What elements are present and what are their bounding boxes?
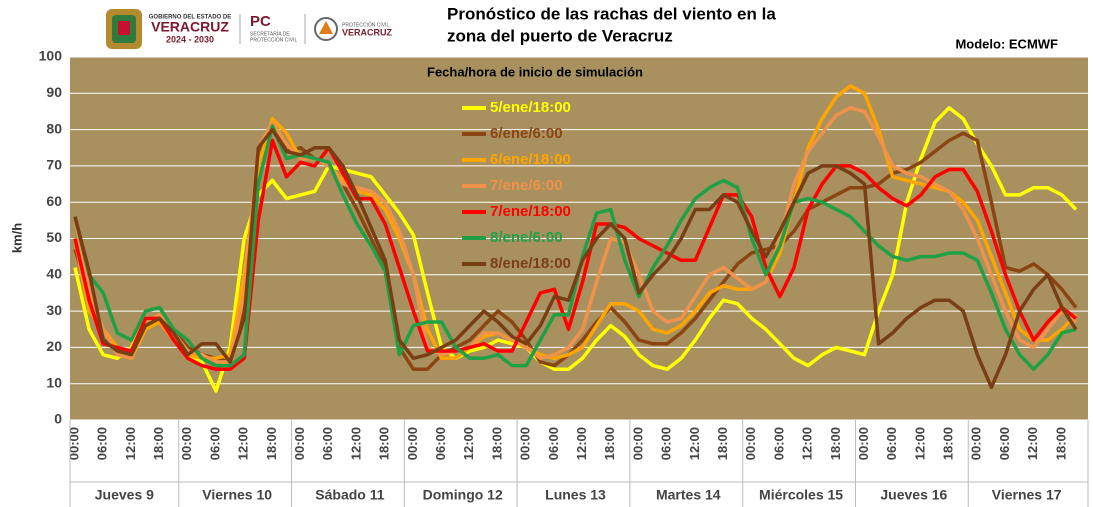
logo-text: GOBIERNO DEL ESTADO DE xyxy=(149,15,231,21)
day-label: Viernes 17 xyxy=(992,487,1062,503)
logo-text: SECRETARÍA DE xyxy=(250,30,290,37)
x-tick-label: 18:00 xyxy=(602,427,617,460)
chart-title: Pronóstico de las rachas del viento en l… xyxy=(447,4,776,23)
series-line xyxy=(73,106,1078,364)
model-label: Modelo: ECMWF xyxy=(955,36,1058,51)
x-tick-label: 00:00 xyxy=(743,427,758,460)
series-line xyxy=(73,120,1078,371)
legend-label: 8/ene/6:00 xyxy=(490,229,563,246)
x-tick-label: 18:00 xyxy=(941,427,956,460)
series-line xyxy=(73,127,1078,390)
x-tick-label: 18:00 xyxy=(264,427,279,460)
logo-text: PROTECCIÓN CIVIL xyxy=(250,36,297,43)
x-tick-label: 00:00 xyxy=(630,427,645,460)
day-label: Lunes 13 xyxy=(545,487,606,503)
legend-label: 7/ene/18:00 xyxy=(490,203,571,220)
logo-text: 2024 - 2030 xyxy=(166,34,214,44)
y-tick-label: 30 xyxy=(46,302,62,318)
y-tick-label: 90 xyxy=(46,84,62,100)
series-line xyxy=(73,138,1078,371)
legend-label: 8/ene/18:00 xyxy=(490,255,571,272)
x-tick-label: 00:00 xyxy=(405,427,420,460)
x-tick-label: 12:00 xyxy=(1025,427,1040,460)
y-tick-label: 20 xyxy=(46,338,62,354)
y-tick-label: 60 xyxy=(46,193,62,209)
pc-emblem xyxy=(314,17,338,41)
y-tick-label: 80 xyxy=(46,120,62,136)
x-tick-label: 06:00 xyxy=(884,427,899,460)
x-tick-label: 00:00 xyxy=(292,427,307,460)
x-tick-label: 06:00 xyxy=(207,427,222,460)
x-tick-label: 00:00 xyxy=(969,427,984,460)
x-tick-label: 00:00 xyxy=(66,427,81,460)
x-tick-label: 18:00 xyxy=(377,427,392,460)
x-tick-label: 18:00 xyxy=(489,427,504,460)
day-label: Jueves 9 xyxy=(95,487,154,503)
logo-text: PC xyxy=(250,13,271,30)
x-tick-label: 12:00 xyxy=(574,427,589,460)
x-tick-label: 18:00 xyxy=(828,427,843,460)
logo-text: VERACRUZ xyxy=(342,27,393,37)
legend-title: Fecha/hora de inicio de simulación xyxy=(427,64,643,79)
x-tick-label: 06:00 xyxy=(546,427,561,460)
day-label: Domingo 12 xyxy=(423,487,503,503)
x-tick-label: 12:00 xyxy=(687,427,702,460)
y-tick-label: 50 xyxy=(46,229,62,245)
x-tick-label: 12:00 xyxy=(236,427,251,460)
logo-text: PROTECCIÓN CIVIL xyxy=(342,21,389,28)
x-tick-label: 06:00 xyxy=(433,427,448,460)
x-tick-label: 12:00 xyxy=(461,427,476,460)
chart-title: zona del puerto de Veracruz xyxy=(447,26,673,45)
state-logo xyxy=(106,9,142,49)
x-tick-label: 18:00 xyxy=(715,427,730,460)
x-tick-label: 06:00 xyxy=(659,427,674,460)
logo-text: VERACRUZ xyxy=(151,19,229,35)
day-label: Martes 14 xyxy=(656,487,721,503)
legend-label: 5/ene/18:00 xyxy=(490,99,571,116)
legend-label: 6/ene/6:00 xyxy=(490,125,563,142)
series-line xyxy=(73,124,1077,371)
day-label: Jueves 16 xyxy=(880,487,947,503)
coat-of-arms-center xyxy=(118,21,130,35)
series-line xyxy=(73,106,1078,393)
y-tick-label: 0 xyxy=(54,411,62,427)
x-tick-label: 00:00 xyxy=(518,427,533,460)
x-tick-label: 12:00 xyxy=(123,427,138,460)
legend-label: 7/ene/6:00 xyxy=(490,177,563,194)
y-tick-label: 10 xyxy=(46,374,62,390)
y-axis-label: km/h xyxy=(9,223,24,253)
x-tick-label: 00:00 xyxy=(856,427,871,460)
x-tick-label: 06:00 xyxy=(95,427,110,460)
y-tick-label: 40 xyxy=(46,266,62,282)
day-label: Miércoles 15 xyxy=(759,487,843,503)
x-tick-label: 18:00 xyxy=(151,427,166,460)
x-tick-label: 12:00 xyxy=(800,427,815,460)
day-label: Sábado 11 xyxy=(315,487,384,503)
x-tick-label: 12:00 xyxy=(348,427,363,460)
x-tick-label: 18:00 xyxy=(1053,427,1068,460)
series-line xyxy=(73,84,1078,361)
x-tick-label: 12:00 xyxy=(912,427,927,460)
y-tick-label: 100 xyxy=(39,48,63,64)
day-label: Viernes 10 xyxy=(202,487,272,503)
x-tick-label: 06:00 xyxy=(771,427,786,460)
x-tick-label: 06:00 xyxy=(997,427,1012,460)
y-tick-label: 70 xyxy=(46,157,62,173)
x-tick-label: 00:00 xyxy=(179,427,194,460)
pc-emblem-triangle xyxy=(319,21,333,34)
legend-label: 6/ene/18:00 xyxy=(490,151,571,168)
x-tick-label: 06:00 xyxy=(320,427,335,460)
